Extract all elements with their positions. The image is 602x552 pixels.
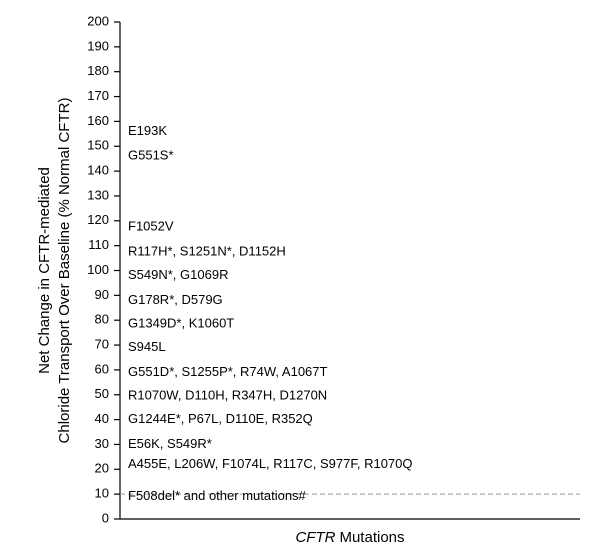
y-tick-label: 130 — [87, 187, 109, 202]
x-axis-label-part: CFTR — [295, 529, 335, 546]
mutation-label: G1349D*, K1060T — [128, 315, 234, 330]
y-tick-label: 100 — [87, 262, 109, 277]
y-tick-label: 200 — [87, 13, 109, 28]
y-tick-label: 180 — [87, 63, 109, 78]
y-tick-label: 10 — [95, 486, 109, 501]
y-tick-label: 120 — [87, 212, 109, 227]
y-tick-label: 30 — [95, 436, 109, 451]
mutation-label: S945L — [128, 339, 166, 354]
mutation-label: F508del* and other mutations# — [128, 488, 307, 503]
y-tick-label: 110 — [88, 237, 109, 252]
y-tick-label: 0 — [102, 510, 109, 525]
y-tick-label: 150 — [87, 138, 109, 153]
y-tick-label: 40 — [95, 411, 109, 426]
y-tick-label: 160 — [87, 113, 109, 128]
y-tick-label: 70 — [95, 336, 109, 351]
x-axis-label: CFTR Mutations — [295, 529, 404, 546]
mutation-label: R117H*, S1251N*, D1152H — [128, 243, 286, 258]
mutation-label: G178R*, D579G — [128, 292, 223, 307]
y-tick-label: 90 — [95, 287, 109, 302]
y-tick-label: 170 — [87, 88, 109, 103]
y-axis-label: Net Change in CFTR-mediated — [36, 167, 53, 374]
y-tick-label: 190 — [87, 38, 109, 53]
mutation-label: R1070W, D110H, R347H, D1270N — [128, 387, 327, 402]
x-axis-label-part: Mutations — [339, 529, 404, 546]
mutation-label: S549N*, G1069R — [128, 267, 228, 282]
mutation-label: A455E, L206W, F1074L, R117C, S977F, R107… — [128, 456, 413, 471]
y-axis-label: Chloride Transport Over Baseline (% Norm… — [56, 98, 73, 444]
mutation-label: G1244E*, P67L, D110E, R352Q — [128, 411, 313, 426]
mutation-label: E193K — [128, 123, 167, 138]
y-tick-label: 60 — [95, 361, 109, 376]
y-tick-label: 140 — [87, 163, 109, 178]
mutation-label: E56K, S549R* — [128, 436, 212, 451]
y-tick-label: 80 — [95, 312, 109, 327]
y-tick-label: 50 — [95, 386, 109, 401]
mutation-label: G551S* — [128, 148, 174, 163]
mutation-label: F1052V — [128, 218, 174, 233]
y-tick-label: 20 — [95, 461, 109, 476]
mutation-label: G551D*, S1255P*, R74W, A1067T — [128, 364, 328, 379]
